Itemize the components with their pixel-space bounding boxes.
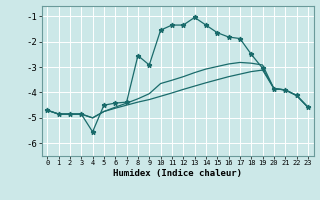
X-axis label: Humidex (Indice chaleur): Humidex (Indice chaleur) [113, 169, 242, 178]
